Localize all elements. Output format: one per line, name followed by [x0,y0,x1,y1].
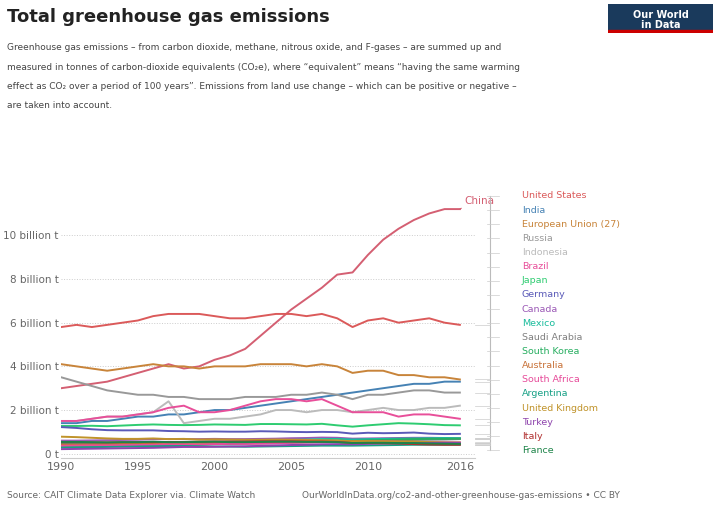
Text: measured in tonnes of carbon-dioxide equivalents (CO₂e), where “equivalent” mean: measured in tonnes of carbon-dioxide equ… [7,63,521,72]
Text: South Korea: South Korea [522,347,580,356]
Text: Mexico: Mexico [522,319,555,328]
Text: Greenhouse gas emissions – from carbon dioxide, methane, nitrous oxide, and F-ga: Greenhouse gas emissions – from carbon d… [7,43,502,52]
Text: Argentina: Argentina [522,389,569,399]
Text: Turkey: Turkey [522,418,553,427]
Text: Australia: Australia [522,361,564,370]
Text: South Africa: South Africa [522,375,580,384]
Text: India: India [522,206,545,215]
Text: Indonesia: Indonesia [522,248,568,257]
Text: OurWorldInData.org/co2-and-other-greenhouse-gas-emissions • CC BY: OurWorldInData.org/co2-and-other-greenho… [302,491,620,500]
Bar [608,30,713,33]
Text: Our World: Our World [633,10,688,20]
Text: Brazil: Brazil [522,262,549,271]
Text: United States: United States [522,191,587,201]
Text: Russia: Russia [522,234,553,243]
Text: in Data: in Data [641,20,680,30]
Text: effect as CO₂ over a period of 100 years”. Emissions from land use change – whic: effect as CO₂ over a period of 100 years… [7,82,517,91]
Text: Italy: Italy [522,432,543,441]
Text: Germany: Germany [522,291,566,299]
Text: Source: CAIT Climate Data Explorer via. Climate Watch: Source: CAIT Climate Data Explorer via. … [7,491,256,500]
Text: China: China [464,196,495,206]
Text: European Union (27): European Union (27) [522,220,620,229]
Text: Canada: Canada [522,304,558,314]
Text: France: France [522,446,554,455]
Text: United Kingdom: United Kingdom [522,404,598,413]
Text: Japan: Japan [522,276,549,286]
Text: Total greenhouse gas emissions: Total greenhouse gas emissions [7,8,330,25]
Text: Saudi Arabia: Saudi Arabia [522,333,582,342]
Text: are taken into account.: are taken into account. [7,101,112,110]
